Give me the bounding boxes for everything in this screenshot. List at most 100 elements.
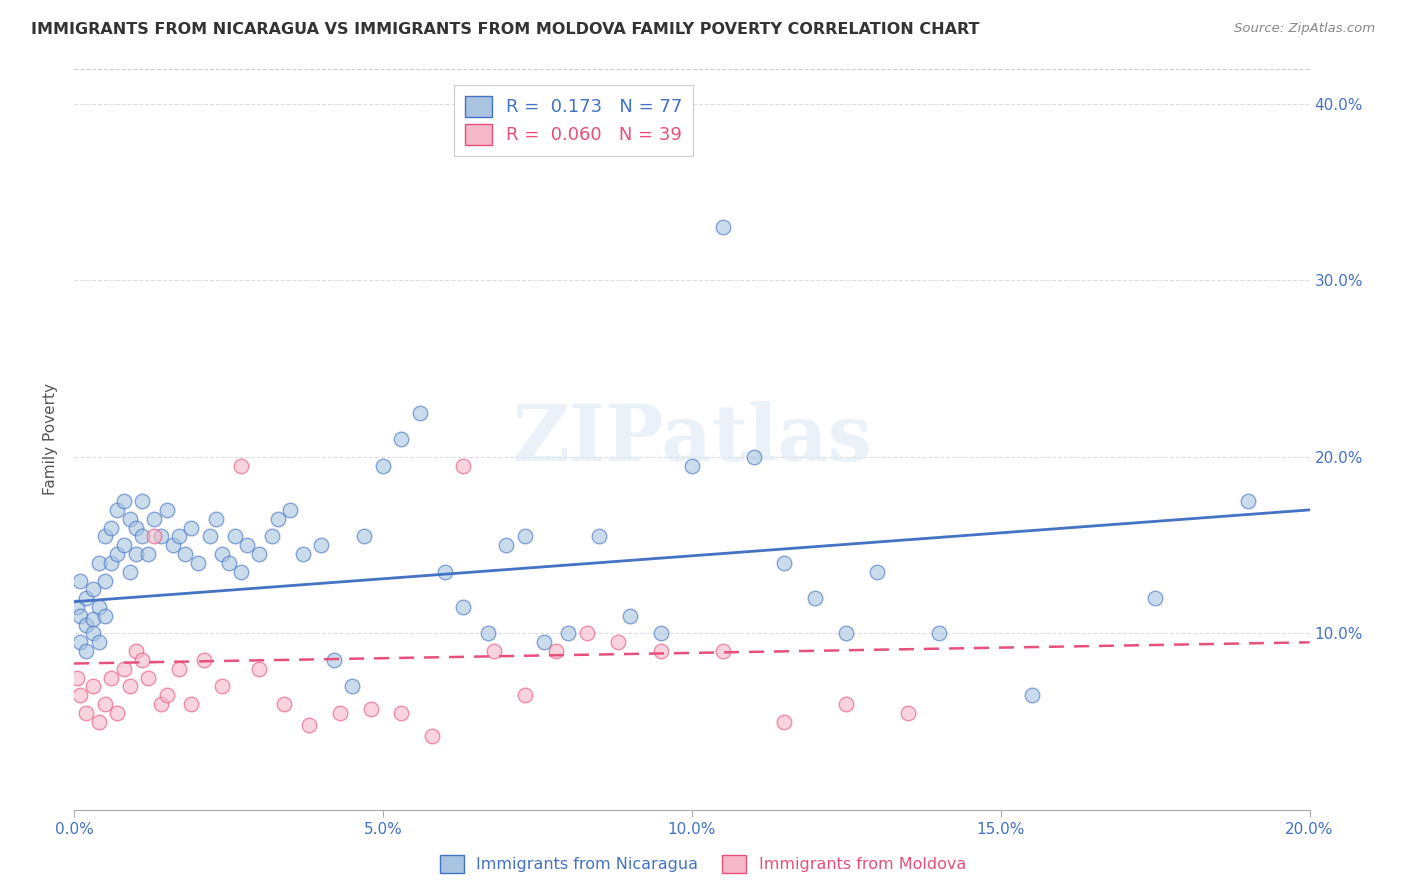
- Point: [329, 706, 352, 720]
- Point: [422, 729, 444, 743]
- Point: [75, 591, 97, 606]
- Point: [360, 702, 382, 716]
- Point: [224, 529, 246, 543]
- Point: [371, 458, 394, 473]
- Point: [69, 688, 91, 702]
- Point: [162, 538, 184, 552]
- Point: [218, 556, 240, 570]
- Point: [353, 529, 375, 543]
- Point: [247, 547, 270, 561]
- Point: [211, 547, 233, 561]
- Point: [278, 503, 301, 517]
- Point: [742, 450, 765, 464]
- Point: [100, 671, 122, 685]
- Point: [866, 565, 889, 579]
- Point: [273, 697, 295, 711]
- Point: [69, 574, 91, 588]
- Point: [187, 556, 209, 570]
- Point: [451, 458, 474, 473]
- Point: [75, 617, 97, 632]
- Point: [897, 706, 920, 720]
- Point: [198, 529, 221, 543]
- Point: [87, 556, 110, 570]
- Point: [229, 565, 252, 579]
- Point: [112, 494, 135, 508]
- Point: [105, 547, 128, 561]
- Point: [112, 538, 135, 552]
- Point: [544, 644, 567, 658]
- Point: [105, 706, 128, 720]
- Point: [167, 529, 190, 543]
- Point: [82, 680, 104, 694]
- Point: [87, 635, 110, 649]
- Point: [156, 688, 179, 702]
- Point: [136, 671, 159, 685]
- Point: [69, 608, 91, 623]
- Point: [291, 547, 314, 561]
- Point: [131, 653, 153, 667]
- Point: [309, 538, 332, 552]
- Point: [94, 574, 117, 588]
- Point: [650, 626, 672, 640]
- Point: [100, 556, 122, 570]
- Point: [149, 529, 172, 543]
- Point: [340, 680, 363, 694]
- Point: [87, 600, 110, 615]
- Point: [451, 600, 474, 615]
- Point: [69, 635, 91, 649]
- Point: [149, 697, 172, 711]
- Point: [174, 547, 197, 561]
- Point: [391, 706, 413, 720]
- Point: [180, 697, 202, 711]
- Point: [928, 626, 950, 640]
- Point: [588, 529, 610, 543]
- Point: [156, 503, 179, 517]
- Point: [180, 520, 202, 534]
- Point: [167, 662, 190, 676]
- Point: [105, 503, 128, 517]
- Point: [804, 591, 827, 606]
- Point: [575, 626, 598, 640]
- Point: [267, 512, 290, 526]
- Point: [136, 547, 159, 561]
- Point: [298, 718, 321, 732]
- Point: [205, 512, 228, 526]
- Point: [619, 608, 641, 623]
- Y-axis label: Family Poverty: Family Poverty: [44, 384, 58, 495]
- Point: [409, 406, 432, 420]
- Point: [229, 458, 252, 473]
- Legend: R =  0.173   N = 77, R =  0.060   N = 39: R = 0.173 N = 77, R = 0.060 N = 39: [454, 85, 693, 155]
- Point: [118, 512, 141, 526]
- Point: [495, 538, 517, 552]
- Point: [125, 644, 148, 658]
- Point: [211, 680, 233, 694]
- Point: [118, 565, 141, 579]
- Point: [131, 494, 153, 508]
- Point: [513, 529, 536, 543]
- Point: [1144, 591, 1167, 606]
- Point: [82, 612, 104, 626]
- Point: [87, 714, 110, 729]
- Point: [75, 706, 97, 720]
- Point: [835, 697, 858, 711]
- Point: [75, 644, 97, 658]
- Point: [650, 644, 672, 658]
- Point: [66, 671, 89, 685]
- Point: [112, 662, 135, 676]
- Point: [681, 458, 703, 473]
- Point: [82, 626, 104, 640]
- Point: [557, 626, 579, 640]
- Point: [94, 529, 117, 543]
- Point: [143, 529, 166, 543]
- Point: [477, 626, 499, 640]
- Point: [1236, 494, 1258, 508]
- Point: [82, 582, 104, 597]
- Point: [193, 653, 215, 667]
- Point: [260, 529, 283, 543]
- Point: [1021, 688, 1043, 702]
- Point: [711, 644, 734, 658]
- Point: [711, 220, 734, 235]
- Point: [482, 644, 505, 658]
- Point: [131, 529, 153, 543]
- Point: [835, 626, 858, 640]
